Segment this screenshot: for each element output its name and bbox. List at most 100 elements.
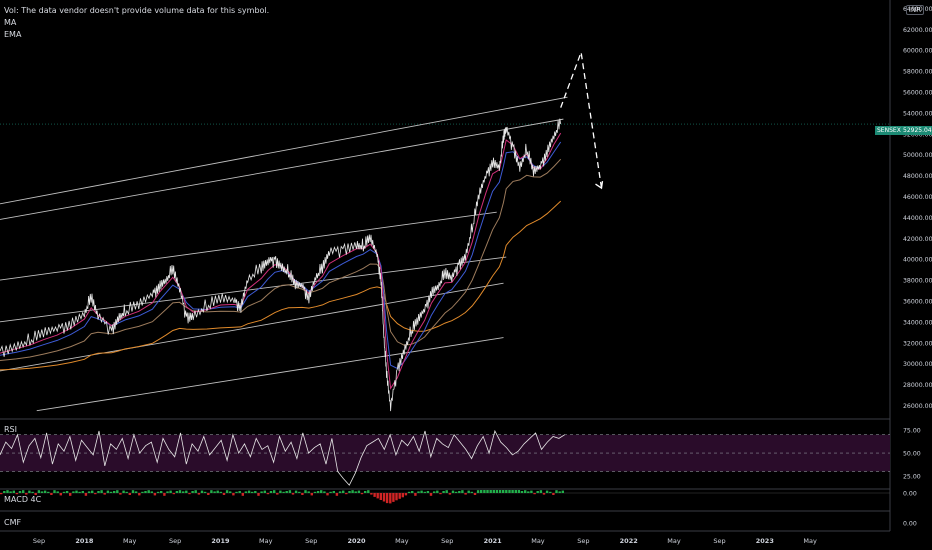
macd-bar [423, 491, 426, 493]
price-tick-label: 62000.00 [903, 27, 932, 34]
macd-bar [116, 490, 119, 493]
macd-title[interactable]: MACD 4C [4, 495, 42, 504]
macd-bar [555, 490, 558, 493]
macd-bar [461, 490, 464, 493]
macd-bar [342, 490, 345, 493]
macd-bar [47, 491, 50, 493]
currency-label[interactable]: INR [905, 5, 924, 15]
macd-bar [376, 493, 379, 499]
macd-bar [345, 493, 348, 495]
macd-bar [505, 490, 508, 493]
price-tick-label: 44000.00 [903, 215, 932, 222]
cmf-tick-label: 0.00 [903, 521, 917, 528]
macd-bar [442, 491, 445, 493]
macd-bar [100, 490, 103, 493]
macd-bar [125, 491, 128, 493]
indicator-legend: Vol: The data vendor doesn't provide vol… [4, 5, 269, 41]
macd-bar [31, 491, 34, 493]
macd-bar [200, 490, 204, 493]
time-tick-label: May [123, 537, 137, 545]
time-tick-label: 2019 [211, 537, 230, 545]
macd-bar [12, 490, 15, 493]
macd-bar [106, 490, 110, 493]
price-tick-label: 46000.00 [903, 194, 932, 201]
price-badge: 52925.04 [901, 126, 932, 135]
rsi-tick-label: 75.00 [903, 428, 921, 435]
macd-bar [310, 493, 313, 496]
macd-bar [420, 490, 423, 493]
rsi-title[interactable]: RSI [4, 425, 17, 434]
macd-bar [414, 493, 417, 496]
price-tick-label: 60000.00 [903, 48, 932, 55]
macd-bar [69, 493, 72, 496]
macd-bar [188, 493, 191, 495]
macd-bar [119, 493, 122, 495]
macd-bar [480, 490, 483, 493]
macd-bar [97, 491, 100, 493]
macd-bar [18, 491, 22, 493]
price-tick-label: 50000.00 [903, 152, 932, 159]
macd-bar [354, 491, 357, 493]
macd-bar [109, 491, 113, 493]
time-tick-label: 2023 [756, 537, 774, 545]
macd-bar [451, 490, 455, 493]
macd-bar [552, 493, 555, 495]
macd-bar [392, 493, 395, 502]
macd-bar [260, 491, 263, 493]
cmf-title[interactable]: CMF [4, 518, 22, 527]
macd-bar [502, 490, 505, 493]
price-tick-label: 42000.00 [903, 236, 932, 243]
macd-bar [508, 490, 511, 493]
macd-bar [483, 490, 486, 493]
ma-label[interactable]: MA [4, 18, 17, 27]
macd-bar [163, 493, 166, 496]
macd-bar [492, 490, 495, 493]
price-tick-label: 38000.00 [903, 278, 932, 285]
macd-bar [338, 491, 342, 493]
macd-bar [524, 490, 527, 493]
ema-label[interactable]: EMA [4, 30, 22, 39]
macd-bar [241, 493, 244, 496]
macd-bar [348, 491, 351, 493]
macd-tick-label: 0.00 [903, 491, 917, 498]
macd-bar [448, 493, 452, 495]
macd-bar [545, 490, 549, 493]
macd-bar [0, 493, 3, 495]
price-tick-label: 56000.00 [903, 89, 932, 96]
macd-bar [222, 493, 226, 495]
macd-bar [417, 491, 420, 493]
macd-bar [50, 493, 53, 495]
macd-bar [266, 493, 270, 495]
macd-bar [389, 493, 392, 504]
time-tick-label: May [667, 537, 681, 545]
macd-bar [40, 491, 44, 493]
macd-bar [72, 491, 75, 493]
macd-bar [144, 491, 147, 493]
macd-bar [279, 490, 282, 493]
macd-bar [445, 490, 448, 493]
macd-bar [320, 490, 323, 493]
macd-bar [28, 490, 31, 493]
price-line [0, 118, 562, 412]
macd-bar [464, 493, 467, 495]
macd-bar [436, 490, 439, 493]
price-tick-label: 32000.00 [903, 340, 932, 347]
rsi-tick-label: 50.00 [903, 451, 921, 458]
channel-line [0, 282, 504, 372]
channel-line [0, 211, 497, 281]
price-tick-label: 64000.00 [903, 6, 932, 13]
macd-bar [520, 491, 524, 493]
price-tick-label: 40000.00 [903, 257, 932, 264]
macd-bar [288, 490, 292, 493]
macd-bar [131, 490, 135, 493]
macd-bar [269, 491, 273, 493]
macd-bar [411, 491, 414, 493]
macd-bar [282, 491, 285, 493]
macd-bar [407, 491, 411, 493]
price-tick-label: 54000.00 [903, 110, 932, 117]
channel-line [36, 337, 504, 412]
macd-bar [476, 490, 480, 493]
macd-bar [78, 491, 81, 493]
time-tick-label: 2021 [484, 537, 503, 545]
